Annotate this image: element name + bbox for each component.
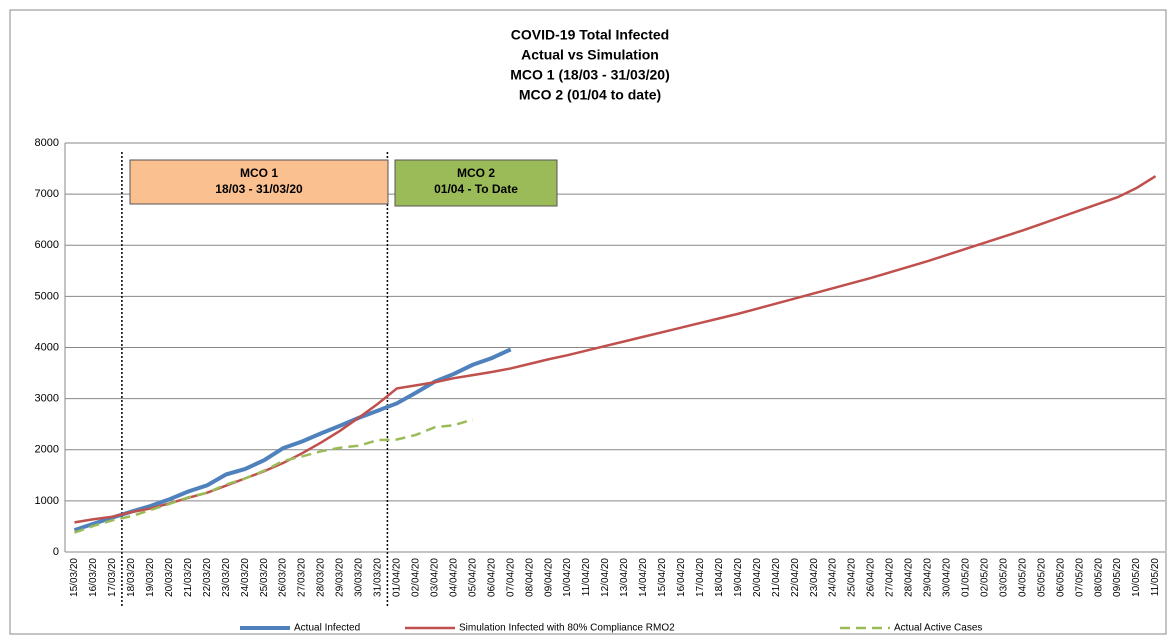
x-tick-label: 10/05/20 [1131, 558, 1142, 597]
x-tick-label: 05/04/20 [467, 558, 478, 597]
chart-title: MCO 1 (18/03 - 31/03/20) [510, 67, 670, 83]
x-tick-label: 22/03/20 [202, 558, 213, 597]
x-tick-label: 24/03/20 [240, 558, 251, 597]
y-tick-label: 2000 [35, 444, 59, 456]
x-tick-label: 16/03/20 [88, 558, 99, 597]
x-tick-label: 20/04/20 [752, 558, 763, 597]
x-tick-label: 12/04/20 [600, 558, 611, 597]
y-tick-label: 0 [53, 546, 59, 558]
x-tick-label: 28/03/20 [316, 558, 327, 597]
x-tick-label: 03/05/20 [998, 558, 1009, 597]
x-tick-label: 29/03/20 [335, 558, 346, 597]
x-tick-label: 23/04/20 [809, 558, 820, 597]
x-tick-label: 28/04/20 [904, 558, 915, 597]
x-tick-label: 20/03/20 [164, 558, 175, 597]
x-tick-label: 08/04/20 [524, 558, 535, 597]
x-tick-label: 27/04/20 [885, 558, 896, 597]
x-tick-label: 19/03/20 [145, 558, 156, 597]
x-tick-label: 30/04/20 [942, 558, 953, 597]
x-tick-label: 11/04/20 [581, 558, 592, 597]
x-tick-label: 11/05/20 [1150, 558, 1161, 597]
x-tick-label: 13/04/20 [619, 558, 630, 597]
x-tick-label: 16/04/20 [676, 558, 687, 597]
x-tick-label: 04/05/20 [1017, 558, 1028, 597]
annotation-text: 18/03 - 31/03/20 [215, 182, 303, 196]
x-tick-label: 06/05/20 [1055, 558, 1066, 597]
x-tick-label: 18/04/20 [714, 558, 725, 597]
y-tick-label: 5000 [35, 290, 59, 302]
x-tick-label: 08/05/20 [1093, 558, 1104, 597]
x-tick-label: 31/03/20 [373, 558, 384, 597]
x-tick-label: 19/04/20 [733, 558, 744, 597]
series-line [74, 418, 474, 534]
x-tick-label: 27/03/20 [297, 558, 308, 597]
x-tick-label: 25/03/20 [259, 558, 270, 597]
chart-border [9, 9, 1167, 635]
series-line [74, 175, 1157, 524]
x-tick-label: 15/03/20 [69, 558, 80, 597]
annotation-title: MCO 1 [240, 166, 278, 180]
y-tick-label: 6000 [35, 239, 59, 251]
x-tick-label: 07/04/20 [505, 558, 516, 597]
x-tick-label: 17/04/20 [695, 558, 706, 597]
legend-label: Actual Active Cases [894, 623, 982, 634]
x-tick-label: 15/04/20 [657, 558, 668, 597]
x-tick-label: 09/05/20 [1112, 558, 1123, 597]
x-tick-label: 03/04/20 [429, 558, 440, 597]
y-tick-label: 1000 [35, 495, 59, 507]
x-tick-label: 21/04/20 [771, 558, 782, 597]
x-tick-label: 02/04/20 [411, 558, 422, 597]
x-tick-label: 09/04/20 [543, 558, 554, 597]
y-tick-label: 4000 [35, 341, 59, 353]
annotation-title: MCO 2 [457, 166, 495, 180]
annotation-box [129, 159, 389, 205]
x-tick-label: 14/04/20 [638, 558, 649, 597]
x-tick-label: 26/03/20 [278, 558, 289, 597]
x-tick-label: 21/03/20 [183, 558, 194, 597]
x-tick-label: 23/03/20 [221, 558, 232, 597]
x-tick-label: 22/04/20 [790, 558, 801, 597]
y-tick-label: 7000 [35, 188, 59, 200]
x-tick-label: 02/05/20 [979, 558, 990, 597]
x-tick-label: 25/04/20 [847, 558, 858, 597]
annotation-text: 01/04 - To Date [434, 182, 518, 196]
x-tick-label: 17/03/20 [107, 558, 118, 597]
x-tick-label: 07/05/20 [1074, 558, 1085, 597]
chart-title: Actual vs Simulation [521, 47, 659, 63]
x-tick-label: 01/05/20 [961, 558, 972, 597]
legend-label: Actual Infected [294, 623, 360, 634]
chart-title: MCO 2 (01/04 to date) [519, 87, 661, 103]
x-tick-label: 26/04/20 [866, 558, 877, 597]
x-tick-label: 05/05/20 [1036, 558, 1047, 597]
x-tick-label: 06/04/20 [486, 558, 497, 597]
x-tick-label: 10/04/20 [562, 558, 573, 597]
y-tick-label: 8000 [35, 137, 59, 149]
x-tick-label: 01/04/20 [392, 558, 403, 597]
x-tick-label: 29/04/20 [923, 558, 934, 597]
annotation-box [394, 159, 558, 207]
chart-title: COVID-19 Total Infected [511, 27, 669, 43]
series-line [73, 347, 512, 533]
y-tick-label: 3000 [35, 393, 59, 405]
x-tick-label: 24/04/20 [828, 558, 839, 597]
legend-label: Simulation Infected with 80% Compliance … [459, 623, 675, 634]
x-tick-label: 18/03/20 [126, 558, 137, 597]
x-tick-label: 30/03/20 [354, 558, 365, 597]
x-tick-label: 04/04/20 [448, 558, 459, 597]
